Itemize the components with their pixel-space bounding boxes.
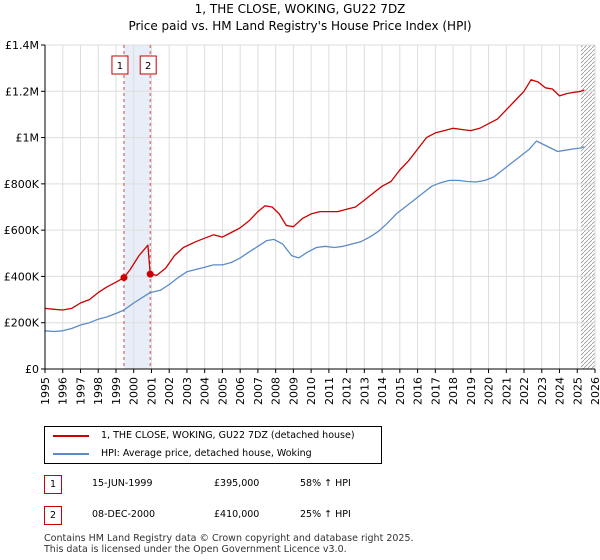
- x-tick-label: 2012: [341, 377, 354, 405]
- legend-label-property: 1, THE CLOSE, WOKING, GU22 7DZ (detached…: [101, 430, 355, 441]
- y-tick-label: £1M: [16, 132, 40, 145]
- x-tick-label: 2009: [287, 377, 300, 405]
- x-tick-label: 1999: [110, 377, 123, 405]
- transaction-hpi-change: 25% ↑ HPI: [300, 509, 351, 520]
- transaction-badge: 1: [44, 475, 62, 494]
- x-tick-label: 1997: [74, 377, 87, 405]
- y-tick-label: £800K: [4, 178, 40, 191]
- x-tick-label: 2010: [305, 377, 318, 405]
- x-tick-label: 2000: [128, 377, 141, 405]
- x-tick-label: 2013: [358, 377, 371, 405]
- x-tick-label: 2014: [376, 377, 389, 405]
- x-tick-label: 2007: [252, 377, 265, 405]
- x-tick-label: 2002: [163, 377, 176, 405]
- y-tick-label: £0: [25, 363, 39, 376]
- transaction-date: 08-DEC-2000: [92, 509, 156, 520]
- series-line-hpi: [44, 140, 585, 333]
- legend-swatch-property: [53, 435, 89, 437]
- x-tick-label: 2020: [483, 377, 496, 405]
- x-tick-label: 2023: [536, 377, 549, 405]
- x-tick-label: 2011: [323, 377, 336, 405]
- x-tick-label: 2024: [554, 377, 567, 405]
- chart-title-line1: 1, THE CLOSE, WOKING, GU22 7DZ: [194, 2, 406, 16]
- footer-licence: This data is licensed under the Open Gov…: [44, 544, 347, 555]
- y-tick-label: £1.4M: [5, 39, 39, 52]
- sale-period-shade: [123, 45, 151, 369]
- x-tick-label: 1996: [57, 377, 70, 405]
- y-tick-label: £400K: [4, 270, 40, 283]
- x-tick-label: 1995: [39, 377, 52, 405]
- sale-point: [120, 274, 128, 282]
- transaction-badge: 2: [44, 506, 62, 525]
- series-line-property: [44, 79, 585, 311]
- chart-title-line2: Price paid vs. HM Land Registry's House …: [128, 19, 472, 33]
- x-tick-label: 2021: [500, 377, 513, 405]
- x-tick-label: 1998: [92, 377, 105, 405]
- x-tick-label: 2004: [199, 377, 212, 405]
- legend: 1, THE CLOSE, WOKING, GU22 7DZ (detached…: [44, 426, 382, 464]
- x-tick-label: 2003: [181, 377, 194, 405]
- x-tick-label: 2022: [518, 377, 531, 405]
- x-tick-label: 2016: [412, 377, 425, 405]
- sale-point: [146, 270, 154, 278]
- x-tick-label: 2001: [145, 377, 158, 405]
- transaction-price: £395,000: [214, 478, 260, 489]
- y-tick-label: £200K: [4, 317, 40, 330]
- x-tick-label: 2025: [571, 377, 584, 405]
- x-tick-label: 2006: [234, 377, 247, 405]
- sale-label-text: 1: [117, 61, 123, 72]
- x-tick-label: 2017: [429, 377, 442, 405]
- sale-label-box: [111, 55, 129, 75]
- x-tick-label: 2018: [447, 377, 460, 405]
- legend-label-hpi: HPI: Average price, detached house, Woki…: [101, 448, 312, 459]
- transaction-hpi-change: 58% ↑ HPI: [300, 478, 351, 489]
- legend-swatch-hpi: [53, 453, 89, 455]
- sale-label-text: 2: [145, 61, 151, 72]
- sale-label-box: [139, 55, 157, 75]
- transaction-date: 15-JUN-1999: [92, 478, 153, 489]
- x-tick-label: 2015: [394, 377, 407, 405]
- footer-copyright: Contains HM Land Registry data © Crown c…: [44, 533, 414, 544]
- transaction-price: £410,000: [214, 509, 260, 520]
- x-tick-label: 2008: [270, 377, 283, 405]
- price-chart: 1 2 £0 £200K £400K £600K £800K £1M £1.2M £1.4M 199…: [4, 39, 600, 405]
- x-tick-label: 2019: [465, 377, 478, 405]
- y-tick-label: £1.2M: [5, 85, 39, 98]
- forecast-hatch: [580, 45, 595, 369]
- x-tick-label: 2026: [589, 377, 600, 405]
- x-tick-label: 2005: [216, 377, 229, 405]
- y-tick-label: £600K: [4, 224, 40, 237]
